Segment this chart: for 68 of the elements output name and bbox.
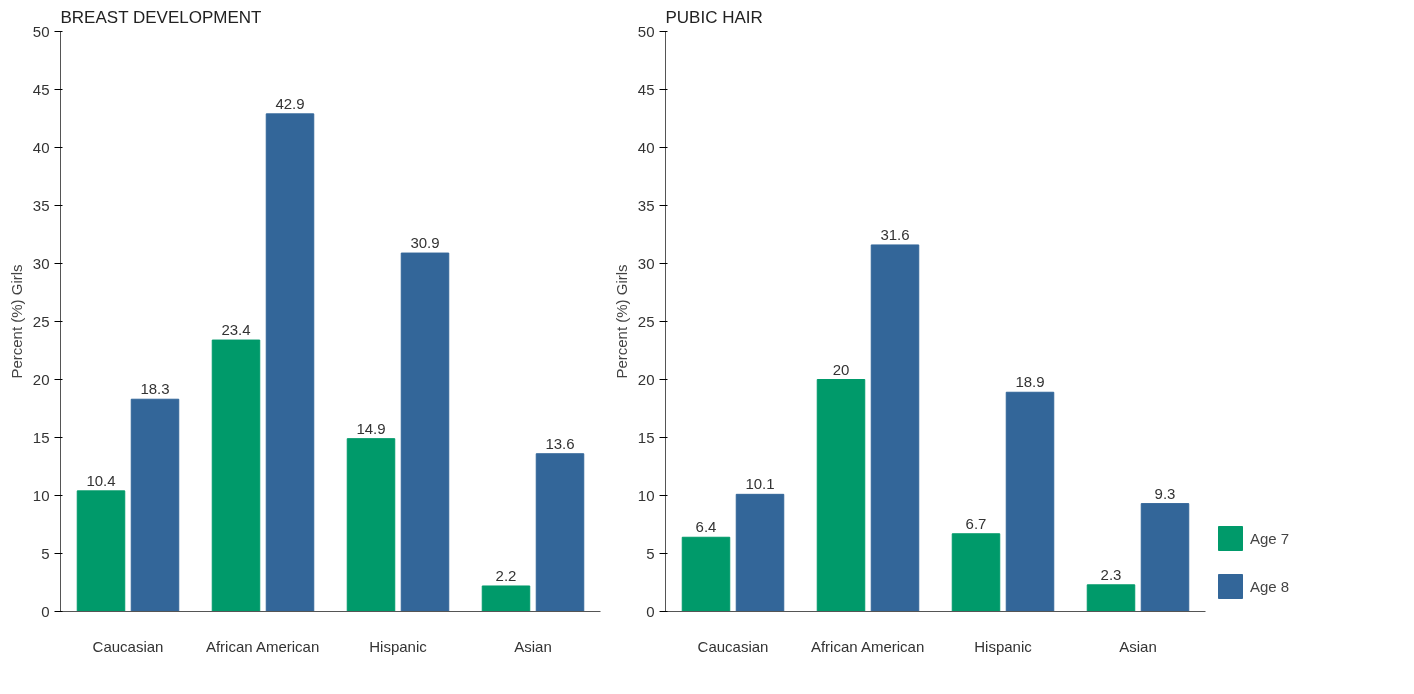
y-tick-label: 35 [32, 196, 50, 214]
x-tick-label: Asian [1119, 637, 1157, 655]
y-axis-title: Percent (%) Girls [7, 264, 25, 379]
y-tick-label: 35 [637, 196, 655, 214]
bar [400, 252, 450, 612]
bar [1005, 391, 1055, 612]
data-label: 6.4 [695, 518, 717, 536]
bar [130, 398, 180, 612]
y-tick-label: 15 [637, 428, 655, 446]
y-tick-label: 15 [32, 428, 50, 446]
y-tick-label: 20 [637, 370, 655, 388]
x-tick-label: African American [810, 637, 925, 655]
chart-title: PUBIC HAIR [665, 7, 763, 27]
y-tick-label: 40 [32, 138, 50, 156]
bar [951, 533, 1001, 612]
y-tick-label: 10 [32, 486, 50, 504]
data-label: 2.2 [495, 566, 517, 584]
bar [681, 536, 731, 612]
data-label: 23.4 [221, 321, 251, 339]
data-label: 2.3 [1100, 565, 1122, 583]
y-tick-label: 20 [32, 370, 50, 388]
bar [1140, 503, 1190, 612]
bar [1086, 584, 1136, 612]
y-tick-label: 45 [32, 80, 50, 98]
x-tick-label: African American [205, 637, 320, 655]
data-label: 13.6 [545, 434, 575, 452]
data-label: 42.9 [275, 94, 305, 112]
y-tick-label: 25 [637, 312, 655, 330]
data-label: 14.9 [356, 419, 386, 437]
x-tick-label: Caucasian [92, 637, 164, 655]
y-tick-label: 5 [41, 544, 50, 562]
y-tick-label: 0 [41, 602, 50, 620]
bar [535, 453, 585, 612]
data-label: 10.4 [86, 471, 116, 489]
legend-label: Age 7 [1250, 529, 1290, 547]
legend-label: Age 8 [1250, 577, 1290, 595]
y-tick-label: 5 [646, 544, 655, 562]
y-tick-label: 30 [32, 254, 50, 272]
bar [265, 113, 315, 612]
data-label: 20 [832, 360, 850, 378]
bar [76, 490, 126, 612]
data-label: 30.9 [410, 234, 440, 252]
data-label: 18.3 [140, 380, 170, 398]
bar [735, 493, 785, 612]
bar [870, 244, 920, 612]
y-tick-label: 0 [646, 602, 655, 620]
chart-title: BREAST DEVELOPMENT [60, 7, 262, 27]
bar [816, 379, 866, 612]
data-label: 6.7 [965, 514, 987, 532]
data-label: 31.6 [880, 225, 910, 243]
y-tick-label: 25 [32, 312, 50, 330]
y-tick-label: 50 [637, 22, 655, 40]
x-tick-label: Hispanic [974, 637, 1033, 655]
x-tick-label: Asian [514, 637, 552, 655]
y-tick-label: 50 [32, 22, 50, 40]
data-label: 10.1 [745, 475, 775, 493]
y-tick-label: 30 [637, 254, 655, 272]
bar [211, 339, 261, 612]
y-tick-label: 45 [637, 80, 655, 98]
bar [481, 585, 531, 612]
x-tick-label: Hispanic [369, 637, 428, 655]
data-label: 9.3 [1154, 484, 1176, 502]
x-tick-label: Caucasian [697, 637, 769, 655]
y-axis-title: Percent (%) Girls [612, 264, 630, 379]
data-label: 18.9 [1015, 373, 1045, 391]
bar [346, 438, 396, 612]
y-tick-label: 40 [637, 138, 655, 156]
y-tick-label: 10 [637, 486, 655, 504]
